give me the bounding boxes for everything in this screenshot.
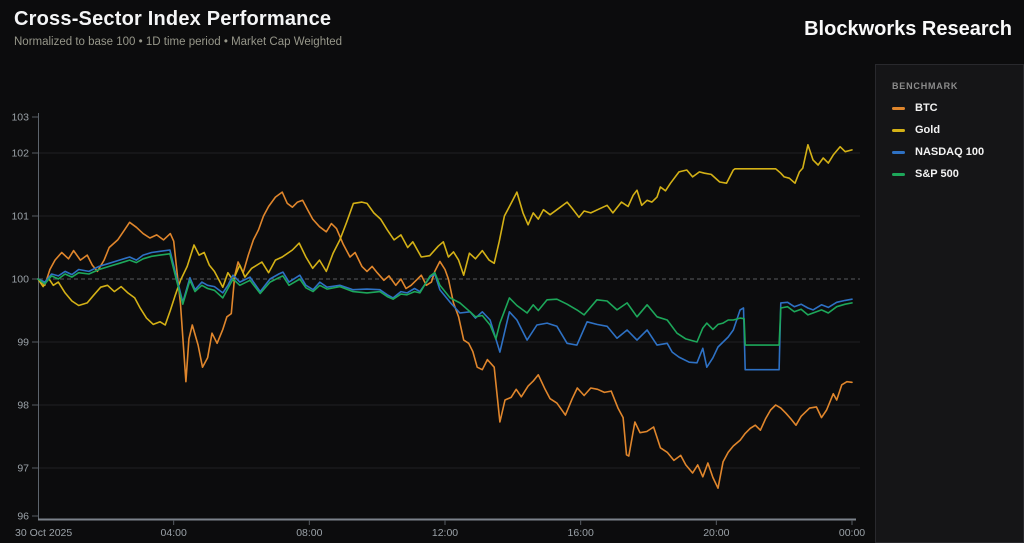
legend-item-gold[interactable]: Gold <box>892 119 1023 141</box>
svg-text:100: 100 <box>11 274 29 286</box>
legend-heading: BENCHMARK <box>892 81 959 91</box>
svg-text:04:00: 04:00 <box>161 527 187 539</box>
svg-text:102: 102 <box>11 148 29 160</box>
svg-text:30 Oct 2025: 30 Oct 2025 <box>15 527 72 539</box>
legend-label: NASDAQ 100 <box>915 146 985 158</box>
brand-logo: Blockworks Research <box>804 18 1012 40</box>
svg-text:103: 103 <box>11 112 29 124</box>
legend-swatch <box>892 172 905 176</box>
svg-text:97: 97 <box>17 463 29 475</box>
legend-item-nasdaq-100[interactable]: NASDAQ 100 <box>892 141 1023 163</box>
svg-text:16:00: 16:00 <box>568 527 594 539</box>
legend-item-btc[interactable]: BTC <box>892 97 1023 119</box>
svg-text:20:00: 20:00 <box>703 527 729 539</box>
legend-swatch <box>892 150 905 154</box>
legend-panel: BENCHMARK BTC Gold NASDAQ 100 S&P 500 <box>875 64 1024 543</box>
page-subtitle: Normalized to base 100 • 1D time period … <box>14 36 343 48</box>
svg-text:96: 96 <box>17 511 29 523</box>
svg-text:101: 101 <box>11 211 29 223</box>
legend-swatch <box>892 106 905 110</box>
svg-text:99: 99 <box>17 337 29 349</box>
svg-text:08:00: 08:00 <box>296 527 322 539</box>
legend-label: S&P 500 <box>915 168 959 180</box>
svg-text:00:00: 00:00 <box>839 527 865 539</box>
svg-text:98: 98 <box>17 400 29 412</box>
legend-item-s-p-500[interactable]: S&P 500 <box>892 163 1023 185</box>
legend-label: Gold <box>915 124 941 136</box>
svg-text:12:00: 12:00 <box>432 527 458 539</box>
legend-swatch <box>892 128 905 132</box>
legend-label: BTC <box>915 102 938 114</box>
legend-items: BTC Gold NASDAQ 100 S&P 500 <box>892 97 1023 185</box>
page-title: Cross-Sector Index Performance <box>14 8 332 30</box>
